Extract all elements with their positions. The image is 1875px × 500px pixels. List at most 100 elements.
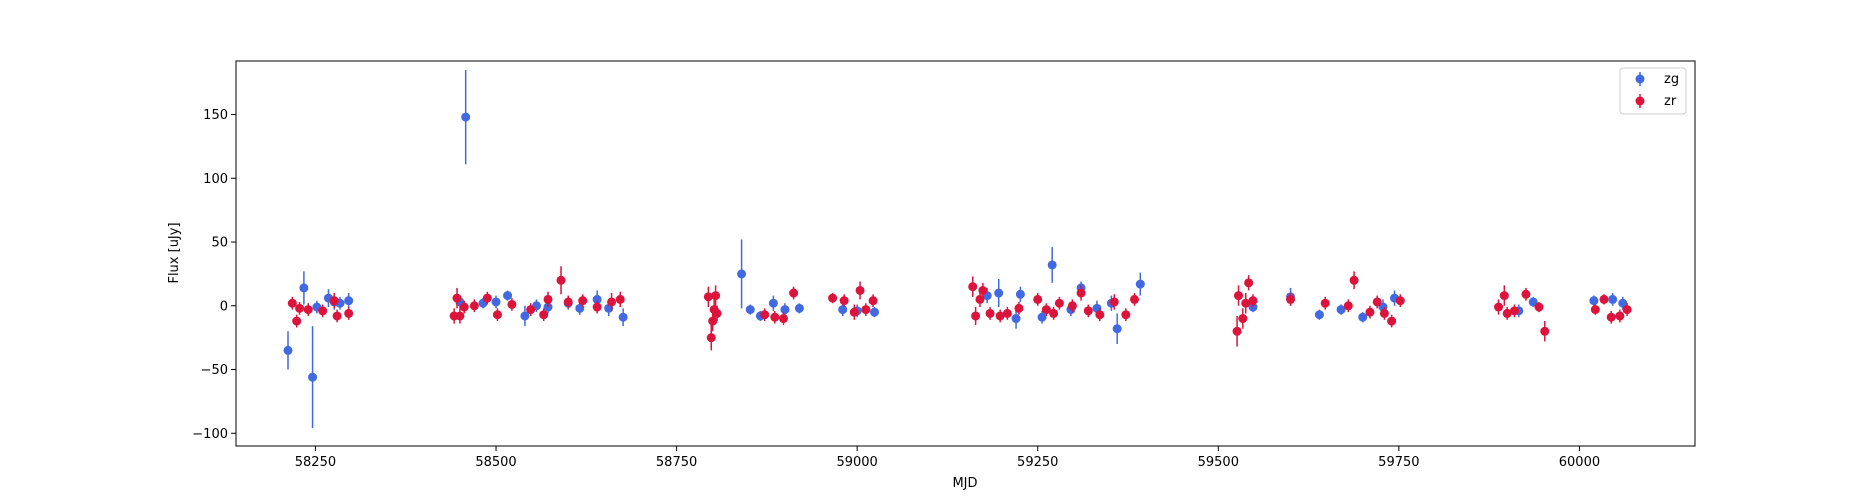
legend-entry-zr: zr <box>1635 94 1677 109</box>
legend-label: zg <box>1664 72 1679 87</box>
data-point <box>332 311 342 321</box>
data-point <box>1238 314 1248 324</box>
data-point <box>482 293 492 303</box>
data-point <box>1033 294 1043 304</box>
legend-marker <box>1635 74 1645 84</box>
series-zr <box>287 266 1632 351</box>
data-point <box>1314 310 1324 320</box>
data-point <box>745 305 755 315</box>
data-point <box>770 312 780 322</box>
x-axis-label: MJD <box>952 476 977 491</box>
data-point <box>1047 260 1057 270</box>
data-point <box>539 310 549 320</box>
data-point <box>1241 298 1251 308</box>
legend-label: zr <box>1664 94 1677 109</box>
data-point <box>459 302 469 312</box>
data-point <box>520 311 530 321</box>
data-point <box>703 292 713 302</box>
data-point <box>283 345 293 355</box>
data-point <box>968 282 978 292</box>
data-point <box>295 303 305 313</box>
data-point <box>1502 308 1512 318</box>
x-tick-label: 59500 <box>1198 455 1239 470</box>
data-point <box>1121 310 1131 320</box>
plot-area <box>283 69 1632 429</box>
data-point <box>1343 301 1353 311</box>
data-point <box>789 288 799 298</box>
data-point <box>849 307 859 317</box>
data-point <box>344 296 354 306</box>
data-point <box>794 303 804 313</box>
data-point <box>1509 306 1519 316</box>
data-point <box>768 298 778 308</box>
data-point <box>1534 302 1544 312</box>
data-point <box>543 294 553 304</box>
data-point <box>287 298 297 308</box>
data-point <box>711 291 721 301</box>
data-point <box>1244 278 1254 288</box>
data-point <box>1320 298 1330 308</box>
data-point <box>344 308 354 318</box>
legend-entry-zg: zg <box>1635 72 1679 87</box>
data-point <box>491 297 501 307</box>
data-point <box>1349 275 1359 285</box>
data-point <box>1599 294 1609 304</box>
data-point <box>1365 307 1375 317</box>
data-point <box>1286 294 1296 304</box>
data-point <box>1589 296 1599 306</box>
data-point <box>1037 312 1047 322</box>
data-point <box>1248 296 1258 306</box>
y-tick-label: 100 <box>203 172 228 187</box>
data-point <box>861 305 871 315</box>
data-point <box>1002 308 1012 318</box>
data-point <box>1395 296 1405 306</box>
data-point <box>1521 289 1531 299</box>
data-point <box>563 297 573 307</box>
data-point <box>1618 298 1628 308</box>
y-axis-label: Flux [uJy] <box>167 222 182 283</box>
x-tick-label: 60000 <box>1559 455 1600 470</box>
data-point <box>1590 305 1600 315</box>
y-tick-label: −50 <box>201 363 228 378</box>
data-point <box>828 293 838 303</box>
data-point <box>1067 301 1077 311</box>
data-point <box>1499 291 1509 301</box>
data-point <box>780 305 790 315</box>
data-point <box>1135 279 1145 289</box>
data-point <box>292 316 302 326</box>
data-point <box>308 372 318 382</box>
x-tick-label: 58500 <box>475 455 516 470</box>
y-tick-label: 0 <box>220 299 228 314</box>
data-point <box>995 311 1005 321</box>
data-point <box>1049 308 1059 318</box>
data-point <box>1494 302 1504 312</box>
data-point <box>329 296 339 306</box>
data-point <box>760 310 770 320</box>
data-point <box>503 291 513 301</box>
x-tick-label: 59250 <box>1017 455 1058 470</box>
data-point <box>1112 324 1122 334</box>
data-point <box>592 302 602 312</box>
x-tick-label: 59000 <box>836 455 877 470</box>
data-point <box>1130 294 1140 304</box>
data-point <box>452 293 462 303</box>
y-axis: −100 −50 0 50 100 150 <box>192 108 236 442</box>
data-point <box>1232 326 1242 336</box>
data-point <box>869 307 879 317</box>
data-point <box>868 296 878 306</box>
data-point <box>1379 308 1389 318</box>
data-point <box>839 296 849 306</box>
data-point <box>1387 316 1397 326</box>
data-point <box>1095 310 1105 320</box>
data-point <box>1608 294 1618 304</box>
data-point <box>1540 326 1550 336</box>
data-point <box>1109 297 1119 307</box>
data-point <box>615 294 625 304</box>
x-tick-label: 58250 <box>295 455 336 470</box>
y-tick-label: 150 <box>203 108 228 123</box>
data-point <box>978 285 988 295</box>
data-point <box>469 301 479 311</box>
data-point <box>994 288 1004 298</box>
data-point <box>607 297 617 307</box>
data-point <box>455 311 465 321</box>
